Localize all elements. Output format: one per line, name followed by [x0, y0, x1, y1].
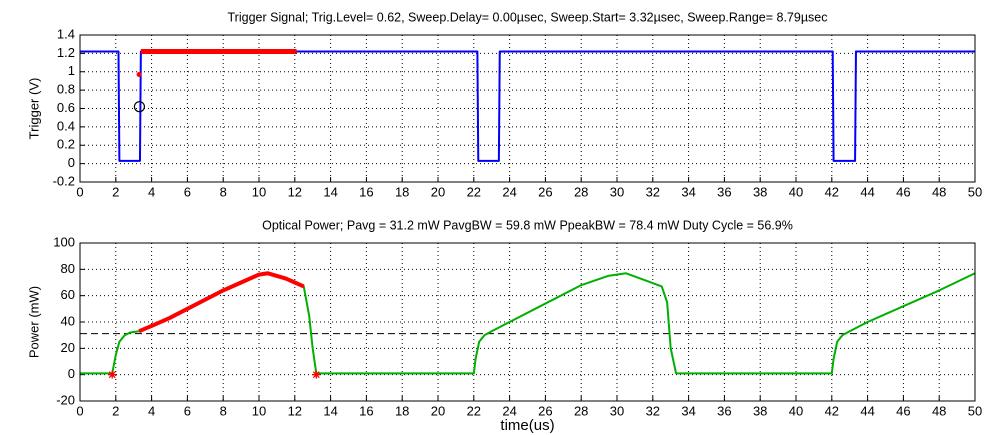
x-tick-label: 48 — [932, 184, 946, 199]
axes-box — [79, 242, 976, 402]
y-tick-label: 20 — [61, 340, 75, 355]
x-tick-label: 20 — [431, 184, 445, 199]
x-tick-label: 32 — [646, 184, 660, 199]
x-tick-label: 8 — [220, 403, 227, 418]
x-tick-label: 18 — [395, 184, 409, 199]
y-tick-label: 0 — [68, 155, 75, 170]
y-tick-label: 0.2 — [57, 137, 75, 152]
x-tick-label: 26 — [538, 403, 552, 418]
x-tick-label: 30 — [610, 403, 624, 418]
x-tick-label: 16 — [359, 403, 373, 418]
x-tick-label: 22 — [467, 184, 481, 199]
x-tick-label: 44 — [860, 403, 874, 418]
x-tick-label: 34 — [681, 403, 695, 418]
data-line — [80, 50, 975, 162]
x-tick-label: 38 — [753, 184, 767, 199]
x-tick-label: 34 — [681, 184, 695, 199]
x-tick-label: 26 — [538, 184, 552, 199]
x-tick-label: 6 — [184, 184, 191, 199]
x-tick-label: 8 — [220, 184, 227, 199]
marker — [133, 101, 146, 113]
x-tick-label: 4 — [148, 403, 155, 418]
y-tick-label: -0.2 — [53, 173, 75, 188]
y-tick-label: 1 — [68, 63, 75, 78]
x-tick-label: 16 — [359, 184, 373, 199]
y-tick-label: 0.8 — [57, 82, 75, 97]
x-tick-label: 46 — [896, 184, 910, 199]
marker — [312, 370, 321, 379]
x-tick-label: 30 — [610, 184, 624, 199]
x-tick-label: 42 — [825, 184, 839, 199]
x-tick-label: 18 — [395, 403, 409, 418]
data-line — [138, 271, 305, 334]
x-tick-label: 40 — [789, 403, 803, 418]
x-tick-label: 24 — [502, 403, 516, 418]
x-tick-label: 4 — [148, 184, 155, 199]
x-tick-label: 24 — [502, 184, 516, 199]
x-tick-label: 22 — [467, 403, 481, 418]
x-tick-label: 50 — [968, 403, 982, 418]
marker — [108, 370, 117, 379]
x-tick-label: 40 — [789, 184, 803, 199]
x-tick-label: 10 — [252, 403, 266, 418]
x-tick-label: 38 — [753, 403, 767, 418]
x-tick-label: 42 — [825, 403, 839, 418]
x-tick-label: 0 — [76, 184, 83, 199]
x-tick-label: 28 — [574, 403, 588, 418]
x-tick-label: 28 — [574, 184, 588, 199]
y-tick-label: 0.6 — [57, 100, 75, 115]
y-tick-label: 0 — [68, 366, 75, 381]
y-tick-label: 100 — [53, 234, 75, 249]
y-tick-label: 1.4 — [57, 26, 75, 41]
y-tick-label: 80 — [61, 261, 75, 276]
y-tick-label: 0.4 — [57, 118, 75, 133]
y-tick-label: 60 — [61, 287, 75, 302]
marker — [136, 72, 142, 78]
x-tick-label: 14 — [323, 184, 337, 199]
x-tick-label: 36 — [717, 403, 731, 418]
x-tick-label: 14 — [323, 403, 337, 418]
x-tick-label: 6 — [184, 403, 191, 418]
x-tick-label: 0 — [76, 403, 83, 418]
x-tick-label: 32 — [646, 403, 660, 418]
x-tick-label: 20 — [431, 403, 445, 418]
x-tick-label: 2 — [112, 184, 119, 199]
chart-title: Trigger Signal; Trig.Level= 0.62, Sweep.… — [228, 10, 828, 24]
x-tick-label: 44 — [860, 184, 874, 199]
x-tick-label: 36 — [717, 184, 731, 199]
axes-box — [79, 34, 976, 183]
y-tick-label: -20 — [56, 392, 75, 407]
x-tick-label: 50 — [968, 184, 982, 199]
x-tick-label: 10 — [252, 184, 266, 199]
x-tick-label: 12 — [288, 184, 302, 199]
chart-title: Optical Power; Pavg = 31.2 mW PavgBW = 5… — [262, 218, 793, 232]
x-tick-label: 12 — [288, 403, 302, 418]
x-tick-label: 48 — [932, 403, 946, 418]
y-axis-label: Trigger (V) — [26, 78, 41, 140]
x-tick-label: 2 — [112, 403, 119, 418]
y-axis-label: Power (mW) — [26, 286, 41, 358]
y-tick-label: 40 — [61, 313, 75, 328]
y-tick-label: 1.2 — [57, 45, 75, 60]
x-tick-label: 46 — [896, 403, 910, 418]
x-axis-label: time(us) — [500, 417, 554, 434]
